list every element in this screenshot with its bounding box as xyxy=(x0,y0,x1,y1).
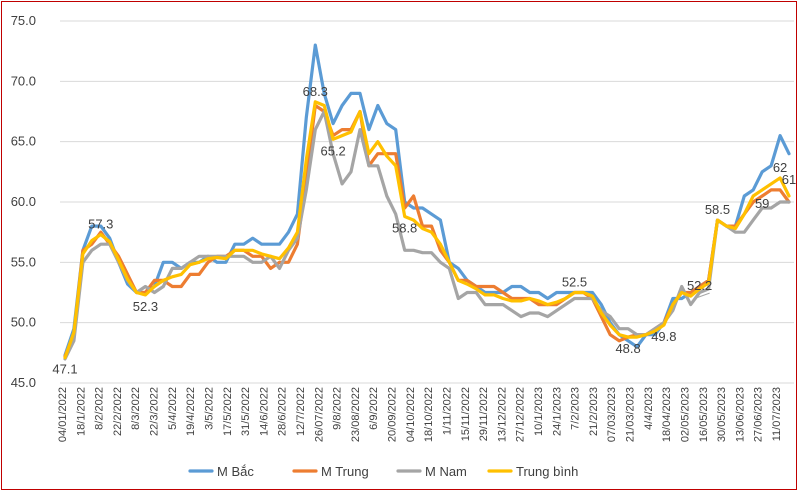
legend-label: Trung bình xyxy=(516,464,578,479)
data-label: 58.8 xyxy=(392,220,417,235)
y-tick-label: 50.0 xyxy=(11,315,36,330)
y-tick-label: 60.0 xyxy=(11,194,36,209)
x-tick-label: 04/01/2022 xyxy=(57,387,69,442)
x-tick-label: 31/5/2022 xyxy=(240,387,252,436)
x-tick-label: 6/9/2022 xyxy=(368,387,380,430)
x-tick-label: 02/05/2023 xyxy=(679,387,691,442)
x-tick-label: 21/2/2023 xyxy=(588,387,600,436)
series-line-m-bac xyxy=(63,43,791,357)
x-tick-label: 16/05/2023 xyxy=(698,387,710,442)
x-tick-label: 29/11/2022 xyxy=(478,387,490,441)
legend-label: M Nam xyxy=(425,464,467,479)
x-tick-label: 07/03/2023 xyxy=(606,387,618,442)
x-tick-label: 12/7/2022 xyxy=(295,387,307,436)
legend-label: M Bắc xyxy=(217,464,254,479)
data-label: 49.8 xyxy=(651,329,676,344)
x-tick-label: 9/8/2022 xyxy=(332,387,344,430)
x-tick-label: 26/07/2022 xyxy=(313,387,325,442)
x-tick-label: 15/11/2022 xyxy=(460,387,472,441)
x-tick-label: 20/09/2022 xyxy=(387,387,399,442)
x-tick-label: 11/07/2023 xyxy=(771,387,783,441)
x-tick-label: 7/2/2023 xyxy=(570,387,582,430)
x-tick-label: 24/1/2023 xyxy=(551,387,563,436)
data-label: 57.3 xyxy=(88,217,113,232)
x-tick-label: 21/03/2023 xyxy=(625,387,637,442)
data-label: 68.3 xyxy=(303,84,328,99)
data-label: 65.2 xyxy=(320,143,345,158)
series-line-m-nam xyxy=(63,109,791,361)
x-tick-label: 18/10/2022 xyxy=(423,387,435,442)
x-tick-label: 10/1/2023 xyxy=(533,387,545,436)
x-tick-label: 4/4/2023 xyxy=(643,387,655,430)
data-label: 52.3 xyxy=(133,299,158,314)
y-tick-label: 65.0 xyxy=(11,134,36,149)
data-label: 58.5 xyxy=(705,202,730,217)
y-tick-label: 70.0 xyxy=(11,73,36,88)
y-tick-label: 75.0 xyxy=(11,13,36,28)
data-label: 61 xyxy=(782,172,796,187)
data-label: 48.8 xyxy=(615,341,640,356)
data-label: 59 xyxy=(755,196,769,211)
x-tick-label: 18/04/2023 xyxy=(661,387,673,442)
data-label: 52.5 xyxy=(562,275,587,290)
series-line-trung-binh xyxy=(63,100,791,360)
x-tick-label: 17/5/2022 xyxy=(222,387,234,436)
x-tick-label: 22/2/2022 xyxy=(112,387,124,436)
legend-label: M Trung xyxy=(321,464,369,479)
x-tick-label: 30/05/2023 xyxy=(716,387,728,442)
x-tick-label: 13/12/2022 xyxy=(496,387,508,442)
x-tick-label: 27/06/2023 xyxy=(753,387,765,442)
x-tick-label: 5/4/2022 xyxy=(167,387,179,430)
x-tick-label: 18/1/2022 xyxy=(75,387,87,436)
x-tick-label: 27/12/2022 xyxy=(515,387,527,442)
data-label: 62 xyxy=(773,160,787,175)
data-label-leader xyxy=(695,292,710,299)
x-tick-label: 8/3/2022 xyxy=(130,387,142,430)
x-tick-label: 13/06/2023 xyxy=(734,387,746,442)
x-tick-label: 3/5/2022 xyxy=(203,387,215,430)
x-tick-label: 23/08/2022 xyxy=(350,387,362,442)
x-tick-label: 8/2/2022 xyxy=(94,387,106,430)
x-tick-label: 19/4/2022 xyxy=(185,387,197,436)
x-tick-label: 22/3/2022 xyxy=(149,387,161,436)
y-tick-label: 45.0 xyxy=(11,375,36,390)
x-tick-label: 28/6/2022 xyxy=(277,387,289,436)
x-tick-label: 04/10/2022 xyxy=(405,387,417,442)
x-tick-label: 14/6/2022 xyxy=(258,387,270,436)
data-label: 47.1 xyxy=(52,362,77,377)
data-label: 52.2 xyxy=(687,278,712,293)
x-tick-label: 1/11/2022 xyxy=(441,387,453,435)
y-tick-label: 55.0 xyxy=(11,254,36,269)
